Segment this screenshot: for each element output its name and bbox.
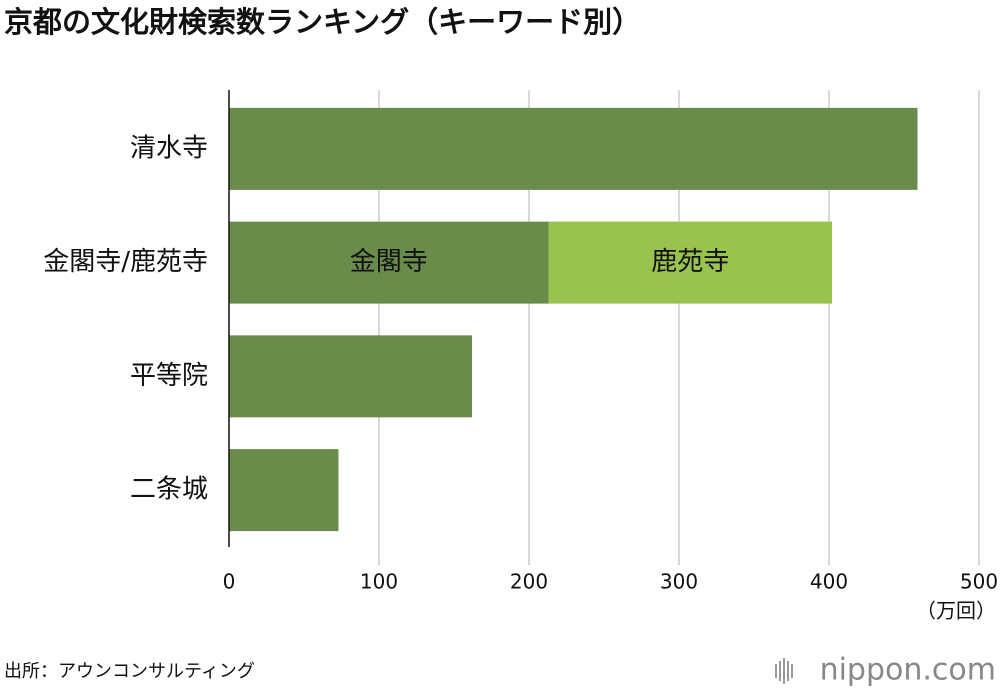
segment-label: 鹿苑寺 (651, 247, 729, 277)
chart-title: 京都の文化財検索数ランキング（キーワード別） (4, 5, 641, 39)
x-unit: （万回） (916, 599, 996, 623)
y-tick-label: 二条城 (130, 475, 208, 505)
bar (229, 335, 472, 418)
brand-icon (775, 658, 793, 684)
x-tick-label: 300 (660, 570, 698, 594)
bar (548, 221, 832, 304)
bar (229, 107, 918, 190)
y-tick-label: 金閣寺/鹿苑寺 (43, 247, 208, 277)
segment-label: 金閣寺 (350, 247, 428, 277)
x-tick-label: 100 (360, 570, 398, 594)
x-tick-label: 0 (223, 570, 236, 594)
x-tick-label: 400 (810, 570, 848, 594)
bar (229, 449, 339, 532)
brand: nippon.com (820, 653, 996, 688)
source: 出所：アウンコンサルティング (4, 661, 255, 682)
y-tick-label: 平等院 (130, 361, 208, 391)
x-tick-label: 200 (510, 570, 548, 594)
y-tick-label: 清水寺 (130, 133, 208, 163)
x-tick-label: 500 (960, 570, 998, 594)
bar (229, 221, 549, 304)
